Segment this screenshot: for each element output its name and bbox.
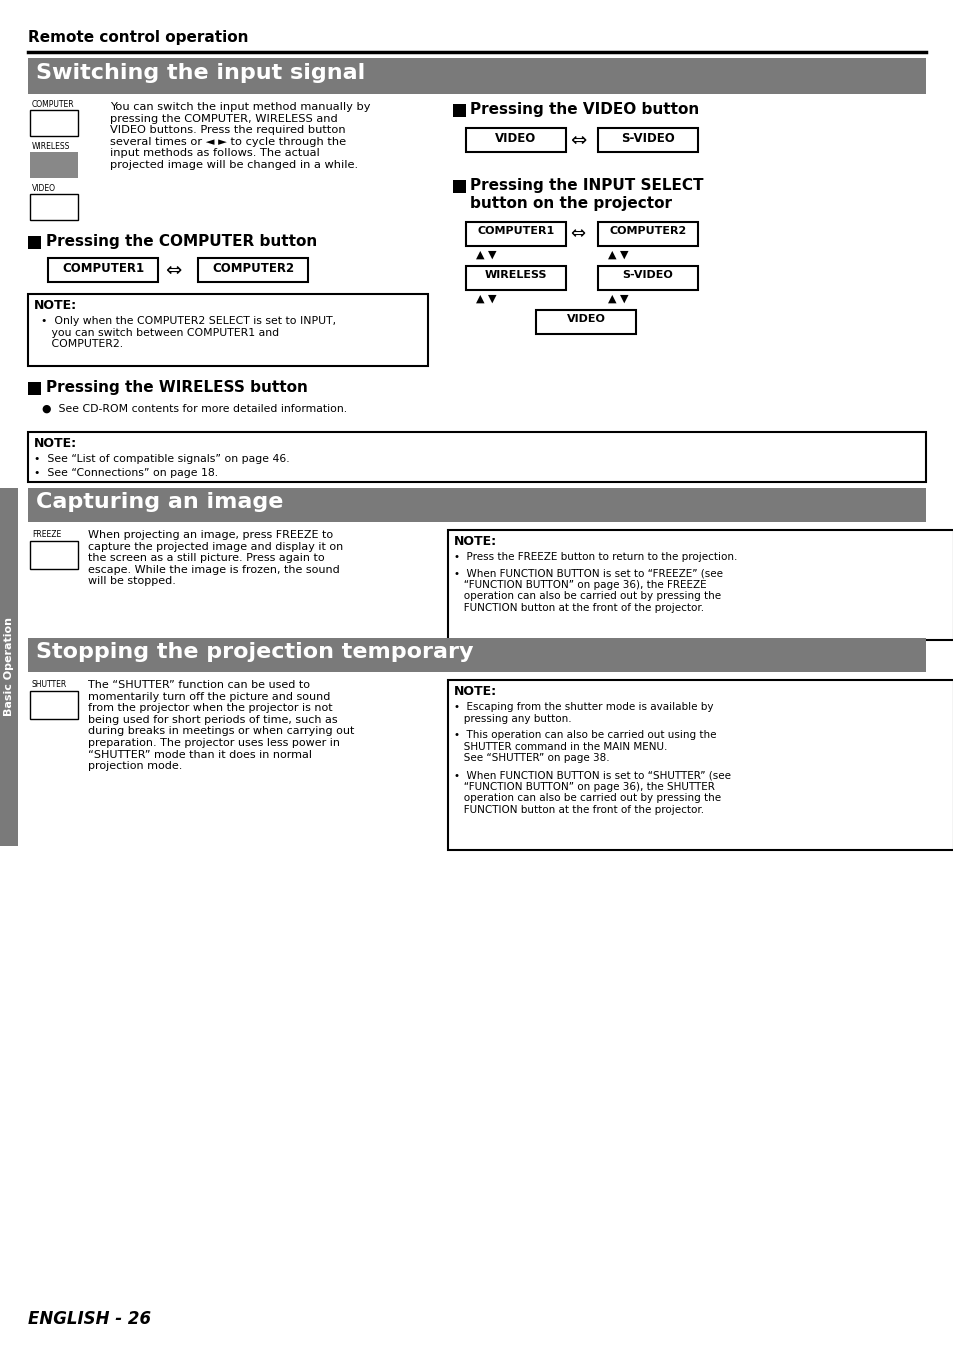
Text: ●  See CD-ROM contents for more detailed information.: ● See CD-ROM contents for more detailed … (42, 404, 347, 413)
Text: •  Only when the COMPUTER2 SELECT is set to INPUT,
     you can switch between C: • Only when the COMPUTER2 SELECT is set … (34, 316, 335, 349)
Text: When projecting an image, press FREEZE to
capture the projected image and displa: When projecting an image, press FREEZE t… (88, 530, 343, 586)
Text: Basic Operation: Basic Operation (4, 617, 14, 716)
Bar (28, 432, 925, 482)
Text: •  Escaping from the shutter mode is available by
   pressing any button.: • Escaping from the shutter mode is avai… (454, 703, 713, 724)
Bar (453, 104, 465, 118)
Text: COMPUTER1: COMPUTER1 (476, 226, 554, 236)
Bar (536, 309, 636, 334)
Bar (30, 109, 78, 136)
Text: NOTE:: NOTE: (34, 299, 77, 312)
Bar (448, 530, 953, 640)
Text: S-VIDEO: S-VIDEO (620, 132, 674, 145)
Text: NOTE:: NOTE: (454, 685, 497, 698)
Text: •  See “List of compatible signals” on page 46.: • See “List of compatible signals” on pa… (34, 454, 290, 463)
Text: Pressing the COMPUTER button: Pressing the COMPUTER button (46, 234, 317, 249)
Bar (28, 638, 925, 671)
Bar (48, 258, 158, 282)
Text: S-VIDEO: S-VIDEO (622, 270, 673, 280)
Bar (28, 236, 41, 249)
Text: VIDEO: VIDEO (566, 313, 605, 324)
Text: VIDEO: VIDEO (32, 184, 56, 193)
Bar (453, 180, 465, 193)
Text: Pressing the VIDEO button: Pressing the VIDEO button (470, 101, 699, 118)
Text: •  This operation can also be carried out using the
   SHUTTER command in the MA: • This operation can also be carried out… (454, 730, 716, 763)
Bar (598, 266, 698, 290)
Bar (28, 382, 41, 394)
Bar (465, 128, 565, 153)
Bar (28, 58, 925, 95)
Text: NOTE:: NOTE: (454, 535, 497, 549)
Text: FREEZE: FREEZE (32, 530, 61, 539)
Text: The “SHUTTER” function can be used to
momentarily turn off the picture and sound: The “SHUTTER” function can be used to mo… (88, 680, 354, 771)
Bar (598, 222, 698, 246)
Text: COMPUTER2: COMPUTER2 (609, 226, 686, 236)
Bar (28, 295, 428, 366)
Text: COMPUTER: COMPUTER (32, 100, 74, 109)
Text: ▲ ▼: ▲ ▼ (476, 295, 496, 304)
Bar (465, 222, 565, 246)
Text: •  See “Connections” on page 18.: • See “Connections” on page 18. (34, 467, 218, 478)
Bar (28, 488, 925, 521)
Text: NOTE:: NOTE: (34, 436, 77, 450)
Text: WIRELESS: WIRELESS (32, 142, 71, 151)
Text: Stopping the projection temporary: Stopping the projection temporary (36, 642, 473, 662)
Text: •  Press the FREEZE button to return to the projection.: • Press the FREEZE button to return to t… (454, 553, 737, 562)
Bar (30, 195, 78, 220)
Text: ▲ ▼: ▲ ▼ (607, 295, 628, 304)
Bar (598, 128, 698, 153)
Text: button on the projector: button on the projector (470, 196, 671, 211)
Text: Pressing the WIRELESS button: Pressing the WIRELESS button (46, 380, 308, 394)
Text: WIRELESS: WIRELESS (484, 270, 547, 280)
Text: ⇔: ⇔ (165, 261, 181, 280)
Text: ⇔: ⇔ (570, 226, 585, 243)
Text: ▲ ▼: ▲ ▼ (607, 250, 628, 259)
Text: COMPUTER1: COMPUTER1 (62, 262, 144, 276)
Text: SHUTTER: SHUTTER (32, 680, 67, 689)
Text: •  When FUNCTION BUTTON is set to “FREEZE” (see
   “FUNCTION BUTTON” on page 36): • When FUNCTION BUTTON is set to “FREEZE… (454, 567, 722, 613)
Bar (448, 680, 953, 850)
Bar (30, 540, 78, 569)
Bar (465, 266, 565, 290)
Text: VIDEO: VIDEO (495, 132, 536, 145)
Text: ▲ ▼: ▲ ▼ (476, 250, 496, 259)
Bar (30, 153, 78, 178)
Text: You can switch the input method manually by
pressing the COMPUTER, WIRELESS and
: You can switch the input method manually… (110, 101, 370, 170)
Text: Switching the input signal: Switching the input signal (36, 63, 365, 82)
Bar (198, 258, 308, 282)
Bar (30, 690, 78, 719)
Text: Capturing an image: Capturing an image (36, 492, 283, 512)
Text: Pressing the INPUT SELECT: Pressing the INPUT SELECT (470, 178, 702, 193)
Text: ENGLISH - 26: ENGLISH - 26 (28, 1310, 151, 1328)
Text: Remote control operation: Remote control operation (28, 30, 248, 45)
Text: •  When FUNCTION BUTTON is set to “SHUTTER” (see
   “FUNCTION BUTTON” on page 36: • When FUNCTION BUTTON is set to “SHUTTE… (454, 770, 730, 815)
Text: COMPUTER2: COMPUTER2 (212, 262, 294, 276)
Text: ⇔: ⇔ (569, 131, 585, 150)
Bar (0, 488, 18, 846)
